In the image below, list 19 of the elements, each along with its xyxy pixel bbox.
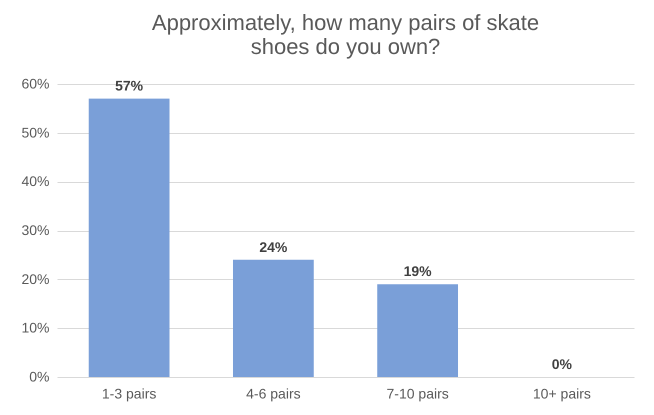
- data-label: 57%: [115, 78, 144, 94]
- y-tick-label: 20%: [21, 270, 50, 287]
- data-label: 19%: [404, 263, 432, 280]
- y-tick-label: 10%: [21, 320, 50, 336]
- data-label: 0%: [552, 356, 573, 372]
- y-tick-label: 0%: [29, 368, 50, 384]
- bar: [377, 284, 458, 377]
- x-tick-label: 10+ pairs: [532, 386, 591, 402]
- x-tick-label: 1-3 pairs: [102, 386, 156, 402]
- x-tick-label: 4-6 pairs: [246, 386, 301, 402]
- x-tick-label: 7-10 pairs: [386, 386, 449, 402]
- bar: [232, 260, 314, 377]
- bar: [88, 98, 170, 377]
- y-tick-label: 30%: [21, 222, 50, 238]
- chart-title: Approximately, how many pairs of skate shoes do you own?: [152, 10, 540, 59]
- y-tick-label: 60%: [21, 76, 50, 92]
- y-tick-label: 50%: [21, 124, 50, 140]
- y-tick-label: 40%: [21, 173, 50, 190]
- data-label: 24%: [259, 238, 288, 255]
